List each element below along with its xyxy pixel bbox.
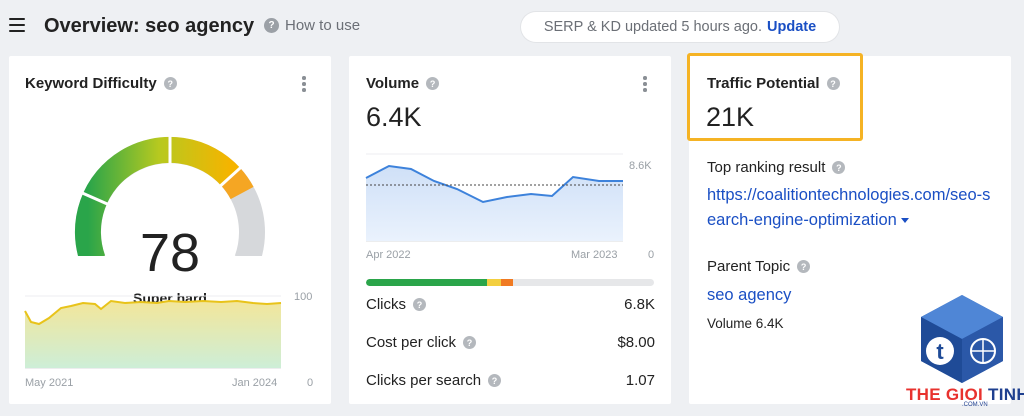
update-status-pill: SERP & KD updated 5 hours ago. Update (521, 12, 839, 42)
gauge-fill (74, 136, 241, 256)
update-status-text: SERP & KD updated 5 hours ago. (543, 19, 763, 35)
how-to-use-link[interactable]: ? How to use (264, 17, 360, 34)
keyword-difficulty-title: Keyword Difficulty ? (25, 75, 177, 92)
traffic-split-segment-yellow (486, 279, 502, 286)
question-circle-icon[interactable]: ? (826, 77, 840, 90)
traffic-potential-label: Traffic Potential (707, 75, 820, 92)
cost-per-click-value: $8.00 (617, 334, 655, 351)
volume-history-line (365, 164, 623, 204)
clicks-value: 6.8K (624, 296, 655, 313)
volume-chart-x-start: Apr 2022 (366, 249, 411, 261)
kd-history-chart (24, 295, 282, 369)
question-circle-icon[interactable]: ? (463, 336, 477, 349)
volume-value: 6.4K (366, 102, 422, 132)
parent-topic-volume: Volume 6.4K (707, 316, 784, 331)
volume-label: Volume (366, 75, 420, 92)
volume-title: Volume ? (366, 75, 440, 92)
clicks-per-search-row: Clicks per search? 1.07 (366, 372, 655, 389)
traffic-potential-title: Traffic Potential ? (707, 75, 840, 92)
kd-chart-x-end: Jan 2024 (232, 377, 278, 389)
caret-down-icon[interactable] (900, 218, 909, 224)
top-bar: Overview: seo agency ? How to use SERP &… (0, 0, 1024, 56)
volume-card: Volume ? 6.4K 8.6K 0 Apr 2022 Mar 2023 C… (349, 56, 671, 404)
how-to-use-label: How to use (285, 17, 361, 34)
gauge-separator (81, 191, 109, 206)
volume-chart-y-max: 8.6K (629, 160, 652, 172)
kebab-menu-icon[interactable] (302, 76, 306, 92)
kd-chart-y-max: 100 (294, 291, 313, 303)
kebab-menu-icon[interactable] (643, 76, 647, 92)
question-circle-icon[interactable]: ? (797, 260, 811, 273)
traffic-split-bar (366, 279, 654, 286)
traffic-split-segment-green (366, 279, 487, 286)
keyword-difficulty-label: Keyword Difficulty (25, 75, 157, 92)
top-ranking-result-label: Top ranking result (707, 159, 826, 176)
keyword-difficulty-card: Keyword Difficulty ? 78 Super hard ~310 … (9, 56, 331, 404)
watermark-text-blue: TINHOC (988, 385, 1024, 404)
clicks-row: Clicks? 6.8K (366, 296, 655, 313)
clicks-per-search-value: 1.07 (625, 372, 655, 389)
gauge-separator (219, 166, 242, 188)
question-circle-icon[interactable]: ? (163, 77, 177, 90)
clicks-per-search-label: Clicks per search (366, 372, 482, 389)
kd-history-line (24, 299, 282, 326)
cost-per-click-row: Cost per click? $8.00 (366, 334, 655, 351)
volume-chart-x-end: Mar 2023 (571, 249, 618, 261)
top-ranking-result-heading: Top ranking result ? (707, 159, 846, 176)
cost-per-click-label: Cost per click (366, 334, 457, 351)
question-circle-icon[interactable]: ? (832, 161, 846, 174)
kd-chart-x-start: May 2021 (25, 377, 74, 389)
question-circle-icon[interactable]: ? (426, 77, 440, 90)
keyword-difficulty-value: 78 (139, 223, 201, 283)
traffic-potential-highlight (687, 53, 863, 141)
hamburger-menu-icon[interactable] (9, 18, 25, 32)
watermark-text: THE GIOI TINHOC (906, 385, 1024, 405)
kd-history-area (25, 301, 281, 368)
parent-topic-label: Parent Topic (707, 258, 791, 275)
question-circle-icon[interactable]: ? (488, 374, 502, 387)
difficulty-gauge (74, 136, 265, 256)
clicks-label: Clicks (366, 296, 406, 313)
traffic-potential-value: 21K (706, 102, 755, 132)
parent-topic-heading: Parent Topic ? (707, 258, 811, 275)
top-ranking-url-link[interactable]: https://coalitiontechnologies.com/seo-se… (707, 183, 997, 233)
parent-topic-link[interactable]: seo agency (707, 286, 792, 304)
kd-chart-y-min: 0 (307, 377, 314, 389)
watermark-text-red: THE GIOI (906, 385, 989, 404)
volume-history-chart (365, 153, 623, 242)
question-circle-icon: ? (264, 18, 279, 33)
volume-history-area (366, 166, 623, 241)
traffic-split-segment-orange (501, 279, 513, 286)
watermark-logo: t (921, 295, 1003, 383)
page-title: Overview: seo agency (44, 15, 255, 37)
watermark-domain: .COM.VN (962, 402, 988, 408)
volume-chart-y-min: 0 (648, 249, 655, 261)
update-button[interactable]: Update (767, 19, 817, 35)
watermark-logo-letter: t (936, 339, 944, 364)
top-ranking-url-text: https://coalitiontechnologies.com/seo-se… (707, 186, 991, 229)
question-circle-icon[interactable]: ? (413, 298, 426, 311)
